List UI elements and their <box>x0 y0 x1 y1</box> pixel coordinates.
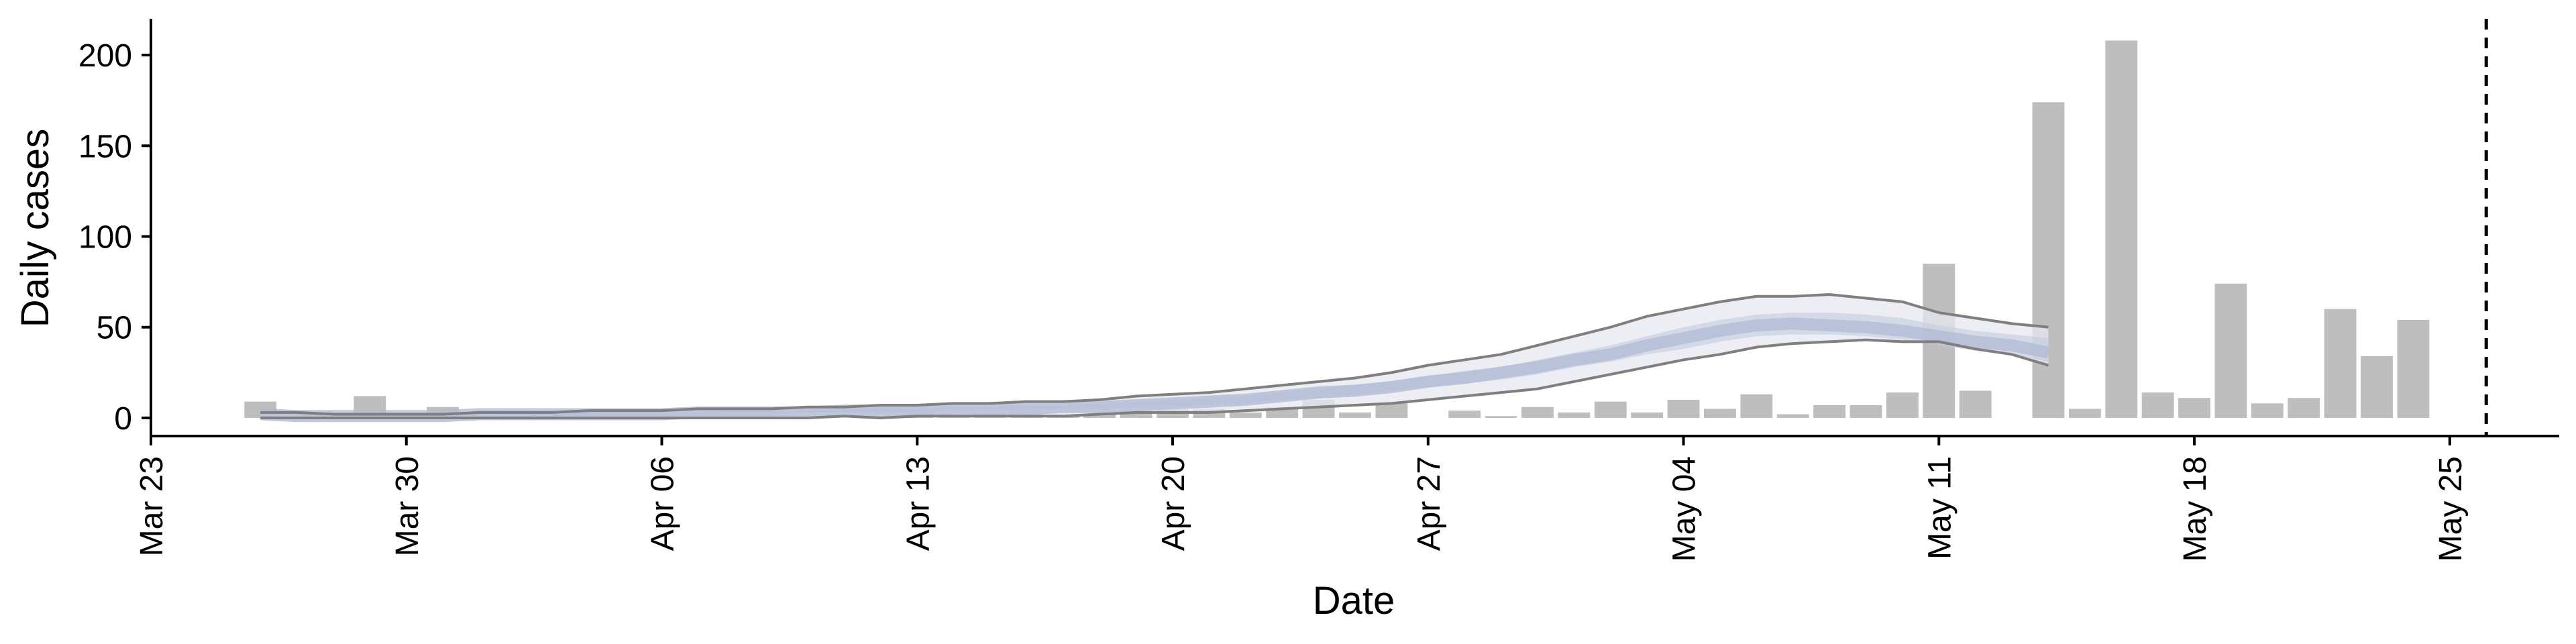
x-tick-label: Apr 20 <box>1156 456 1191 551</box>
bar-2020-05-09 <box>1849 405 1882 418</box>
bar-2020-05-06 <box>1740 394 1773 418</box>
y-tick-label: 200 <box>78 38 132 74</box>
outer-interval-band <box>260 294 2049 418</box>
bar-2020-04-18 <box>1083 414 1116 418</box>
axes: 0 50 100 150 200 Mar 23 Mar 30 Apr 06 Apr 13 Apr … <box>78 19 2559 561</box>
lower-bound-line <box>260 338 2049 419</box>
y-axis-title: Daily cases <box>13 129 57 328</box>
bar-2020-05-23 <box>2361 356 2393 418</box>
bar-2020-05-10 <box>1886 392 1919 418</box>
x-tick-label: May 25 <box>2433 456 2469 561</box>
bar-2020-05-21 <box>2288 398 2320 418</box>
bar-2020-05-07 <box>1776 414 1809 418</box>
bar-2020-04-19 <box>1120 411 1152 418</box>
bar-2020-05-01 <box>1558 412 1591 418</box>
bar-2020-05-24 <box>2397 319 2430 418</box>
x-axis-title: Date <box>1313 579 1395 623</box>
bar-2020-04-28 <box>1448 411 1481 418</box>
y-tick-label: 100 <box>78 220 132 256</box>
bars <box>244 40 2430 418</box>
bar-2020-05-03 <box>1631 412 1664 418</box>
bar-2020-05-04 <box>1667 399 1700 418</box>
y-tick-label: 50 <box>97 311 132 346</box>
bar-2020-05-17 <box>2141 392 2174 418</box>
upper-bound-line <box>260 293 2049 416</box>
y-tick-label: 150 <box>78 129 132 164</box>
bar-2020-05-20 <box>2251 403 2284 418</box>
bar-2020-04-29 <box>1485 416 1517 418</box>
bar-2020-05-18 <box>2178 398 2210 418</box>
estimate-bands <box>260 293 2050 423</box>
bar-2020-04-30 <box>1521 407 1554 418</box>
median-line <box>260 317 2050 423</box>
bar-2020-04-25 <box>1339 412 1371 418</box>
y-tick-label: 0 <box>114 401 132 437</box>
x-tick-label: May 18 <box>2178 456 2213 561</box>
bar-2020-05-16 <box>2105 40 2138 418</box>
bar-2020-05-22 <box>2324 309 2357 418</box>
bar-2020-04-26 <box>1375 403 1408 418</box>
x-tick-label: Apr 27 <box>1411 456 1447 551</box>
bar-2020-05-15 <box>2068 409 2101 418</box>
bar-2020-04-22 <box>1229 412 1262 418</box>
x-tick-label: May 11 <box>1922 456 1957 559</box>
x-tick-label: Mar 23 <box>134 456 170 556</box>
x-tick-label: Mar 30 <box>390 456 425 556</box>
x-tick-label: Apr 13 <box>900 456 936 551</box>
x-tick-label: Apr 06 <box>645 456 681 551</box>
bar-2020-05-19 <box>2214 283 2247 418</box>
bar-2020-05-05 <box>1704 409 1736 418</box>
x-tick-label: May 04 <box>1667 456 1703 561</box>
bar-2020-05-08 <box>1813 405 1846 418</box>
bar-2020-05-14 <box>2032 102 2065 418</box>
bar-2020-05-02 <box>1594 401 1627 418</box>
bar-2020-05-12 <box>1959 390 1992 418</box>
